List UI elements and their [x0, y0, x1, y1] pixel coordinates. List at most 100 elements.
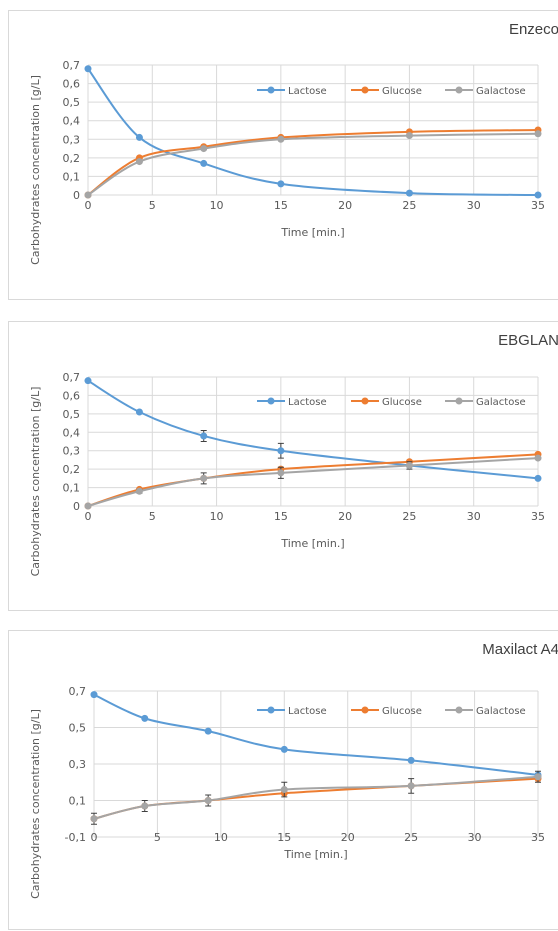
- x-tick-label: 25: [402, 199, 416, 212]
- y-tick-label: 0,2: [63, 152, 81, 165]
- legend-marker-galactose: [455, 397, 463, 405]
- data-point-galactose: [204, 797, 212, 804]
- data-point-lactose: [200, 159, 208, 167]
- y-axis-label: Carbohydrates concentration [g/L]: [29, 75, 42, 265]
- y-tick-label: 0,1: [63, 170, 81, 183]
- y-tick-label: 0,5: [63, 96, 81, 109]
- legend-marker-galactose: [455, 86, 463, 94]
- series-line-galactose: [87, 457, 539, 507]
- data-point-lactose: [135, 133, 143, 141]
- x-tick-label: 20: [341, 831, 355, 844]
- y-tick-label: 0,3: [63, 445, 81, 458]
- y-tick-label: 0,4: [63, 426, 81, 439]
- legend-label-lactose: Lactose: [288, 86, 327, 97]
- chart-title: Maxilact A4: [482, 641, 558, 658]
- chart-svg: 0 0,1 0,2 0,3 0,4 0,5 0,6 0,7 0 5 10 15 20 25 30 35 Time…: [29, 371, 545, 577]
- data-point-lactose: [84, 377, 92, 385]
- data-point-galactose: [84, 191, 92, 199]
- legend-label-galactose: Galactose: [476, 86, 526, 97]
- data-point-galactose: [534, 773, 542, 781]
- data-point-lactose: [407, 756, 415, 764]
- data-point-galactose: [200, 474, 208, 482]
- data-point-galactose: [407, 782, 415, 790]
- y-tick-label: 0: [73, 500, 80, 513]
- data-point-lactose: [277, 447, 285, 455]
- chart-title: Enzeco: [508, 21, 558, 38]
- series-line-galactose: [87, 132, 539, 196]
- x-tick-label: 30: [467, 510, 481, 523]
- y-tick-label: 0,6: [63, 389, 81, 402]
- x-tick-label: 15: [274, 199, 288, 212]
- y-axis-label: Carbohydrates concentration [g/L]: [29, 387, 42, 577]
- y-tick-label: 0,1: [69, 795, 87, 808]
- y-tick-label: 0,4: [63, 115, 81, 128]
- data-point-lactose: [405, 189, 413, 197]
- data-point-galactose: [200, 145, 208, 153]
- data-point-lactose: [534, 474, 542, 482]
- data-point-galactose: [405, 461, 413, 469]
- x-tick-label: 5: [154, 831, 161, 844]
- x-tick-label: 25: [404, 831, 418, 844]
- y-tick-label: 0,7: [63, 59, 81, 72]
- x-tick-label: 15: [277, 831, 291, 844]
- data-point-lactose: [200, 432, 208, 440]
- x-tick-label: 10: [210, 510, 224, 523]
- legend-label-galactose: Galactose: [476, 397, 526, 408]
- y-tick-label: 0,3: [69, 758, 87, 771]
- data-point-galactose: [280, 786, 288, 794]
- data-point-lactose: [277, 180, 285, 188]
- legend-label-lactose: Lactose: [288, 706, 327, 717]
- x-axis-label: Time [min.]: [280, 537, 344, 550]
- data-point-galactose: [534, 130, 542, 138]
- data-point-lactose: [280, 745, 288, 753]
- x-tick-label: 30: [468, 831, 482, 844]
- chart-panel-ebglan: EBGLAN 0 0,1 0,2 0,3 0,4 0,5 0,6 0,7 0 5 10 15 20 25 3…: [8, 321, 558, 611]
- x-tick-label: 35: [531, 199, 545, 212]
- legend-marker-glucose: [361, 86, 369, 94]
- x-tick-label: 0: [85, 199, 92, 212]
- x-axis-label: Time [min.]: [280, 226, 344, 239]
- chart-svg: -0,1 0,1 0,3 0,5 0,7 0 5 10 15 20 25 30 35 Time [min.…: [29, 685, 545, 899]
- chart-svg: 0 0,1 0,2 0,3 0,4 0,5 0,6 0,7 0 5 10 15 20 25 30 35 Time…: [29, 59, 545, 265]
- x-tick-label: 15: [274, 510, 288, 523]
- data-point-lactose: [90, 691, 98, 699]
- legend-marker-glucose: [361, 706, 369, 714]
- data-point-galactose: [534, 454, 542, 462]
- data-point-galactose: [405, 132, 413, 140]
- chart-panel-maxilact: Maxilact A4 -0,1 0,1 0,3 0,5 0,7 0 5 10 15 20 25 30…: [8, 630, 558, 930]
- legend-label-lactose: Lactose: [288, 397, 327, 408]
- y-tick-label: 0,6: [63, 78, 81, 91]
- data-point-lactose: [84, 65, 92, 73]
- x-tick-label: 35: [531, 510, 545, 523]
- legend-marker-lactose: [267, 706, 275, 714]
- data-point-lactose: [141, 714, 149, 722]
- x-tick-label: 10: [214, 831, 228, 844]
- x-tick-label: 0: [85, 510, 92, 523]
- y-tick-label: 0,5: [69, 722, 87, 735]
- y-tick-label: 0,7: [69, 685, 87, 698]
- legend-marker-glucose: [361, 397, 369, 405]
- data-point-galactose: [277, 135, 285, 143]
- data-point-galactose: [277, 469, 285, 477]
- data-point-lactose: [204, 727, 212, 735]
- legend-marker-galactose: [455, 706, 463, 714]
- x-tick-label: 5: [149, 510, 156, 523]
- y-tick-label: 0,3: [63, 133, 81, 146]
- x-tick-label: 20: [338, 199, 352, 212]
- legend-marker-lactose: [267, 86, 275, 94]
- y-tick-label: -0,1: [65, 831, 86, 844]
- legend-label-glucose: Glucose: [382, 86, 422, 97]
- y-tick-label: 0,7: [63, 371, 81, 384]
- y-tick-label: 0: [73, 189, 80, 202]
- data-point-galactose: [90, 815, 98, 823]
- data-point-lactose: [135, 408, 143, 416]
- legend-marker-lactose: [267, 397, 275, 405]
- data-point-lactose: [534, 191, 542, 199]
- x-tick-label: 20: [338, 510, 352, 523]
- x-tick-label: 30: [467, 199, 481, 212]
- y-axis-label: Carbohydrates concentration [g/L]: [29, 709, 42, 899]
- y-tick-label: 0,5: [63, 408, 81, 421]
- series-line-lactose: [87, 68, 539, 196]
- data-point-galactose: [84, 502, 92, 510]
- x-tick-label: 0: [91, 831, 98, 844]
